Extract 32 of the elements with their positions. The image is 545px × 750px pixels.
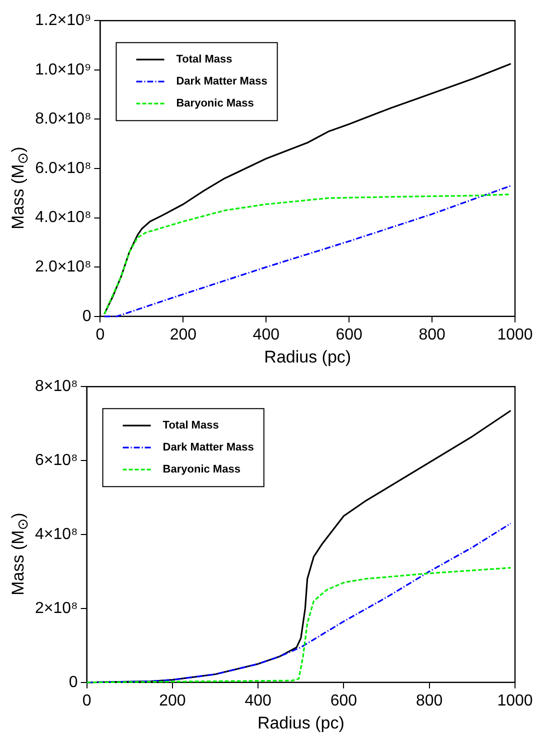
y-tick-label: 4×10⁸ [34, 526, 78, 543]
y-tick-label: 4.0×10⁸ [35, 209, 92, 226]
y-tick-label: 1.2×10⁹ [35, 12, 92, 30]
y-tick-label: 6.0×10⁸ [35, 160, 92, 177]
x-axis-title: Radius (pc) [257, 713, 344, 732]
y-tick-label: 8.0×10⁸ [35, 110, 92, 128]
legend-label: Dark Matter Mass [176, 76, 268, 88]
y-tick-label: 1.0×10⁹ [35, 61, 92, 78]
x-tick-label: 200 [159, 692, 186, 710]
legend-label: Total Mass [162, 420, 219, 432]
legend-label: Baryonic Mass [176, 98, 254, 110]
x-tick-label: 400 [244, 692, 272, 710]
x-tick-label: 600 [336, 326, 363, 344]
legend-label: Baryonic Mass [162, 464, 240, 476]
x-axis-title: Radius (pc) [264, 347, 352, 366]
x-tick-label: 400 [252, 326, 280, 344]
y-tick-label: 0 [68, 674, 78, 691]
legend-label: Total Mass [176, 54, 232, 66]
x-tick-label: 1000 [497, 692, 533, 710]
x-tick-label: 200 [170, 326, 197, 344]
y-tick-label: 6×10⁸ [34, 452, 78, 469]
x-tick-label: 800 [418, 326, 446, 344]
y-tick-label: 2×10⁸ [34, 600, 78, 617]
x-tick-label: 600 [330, 692, 358, 710]
y-tick-label: 2.0×10⁸ [35, 258, 92, 276]
line-series [86, 566, 512, 684]
x-tick-label: 1000 [497, 326, 533, 344]
x-tick-label: 0 [96, 326, 105, 344]
x-tick-label: 800 [416, 692, 443, 710]
y-tick-label: 0 [82, 308, 92, 325]
y-tick-label: 8×10⁸ [34, 378, 78, 396]
legend-label: Dark Matter Mass [162, 442, 254, 454]
